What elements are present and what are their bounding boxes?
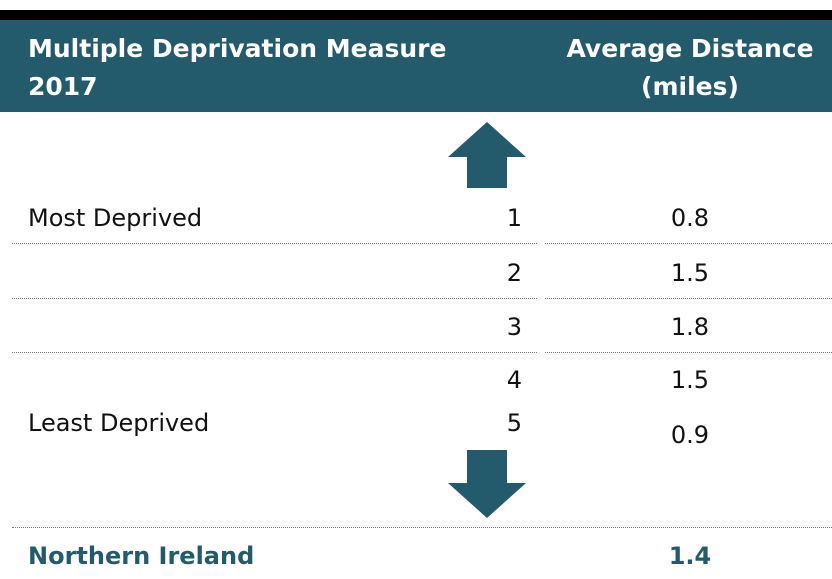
row-value: 1.5 — [670, 259, 710, 287]
row-label: Least Deprived — [28, 409, 210, 437]
row-separator — [545, 298, 832, 299]
down-arrow — [448, 450, 526, 518]
row-separator — [545, 243, 832, 244]
row-rank: 5 — [506, 409, 522, 437]
header-cell: Multiple Deprivation Measure 2017 — [28, 34, 447, 101]
row-separator — [545, 352, 832, 353]
row-rank: 1 — [506, 204, 522, 232]
row-separator — [12, 352, 537, 353]
row-separator — [12, 527, 832, 528]
row-value: 1.5 — [670, 366, 710, 394]
row-value: 0.8 — [670, 204, 710, 232]
header-cell: Average Distance (miles) — [566, 34, 814, 101]
footer-label: Northern Ireland — [28, 542, 255, 570]
row-value: 0.9 — [670, 421, 710, 449]
row-rank: 3 — [506, 313, 522, 341]
footer-value: 1.4 — [668, 542, 712, 570]
row-separator — [12, 298, 537, 299]
top-rule — [0, 10, 832, 20]
header-band — [0, 20, 832, 112]
row-rank: 4 — [506, 366, 522, 394]
row-rank: 2 — [506, 259, 522, 287]
row-label: Most Deprived — [28, 204, 203, 232]
row-value: 1.8 — [670, 313, 710, 341]
row-separator — [12, 243, 537, 244]
up-arrow — [448, 122, 526, 188]
